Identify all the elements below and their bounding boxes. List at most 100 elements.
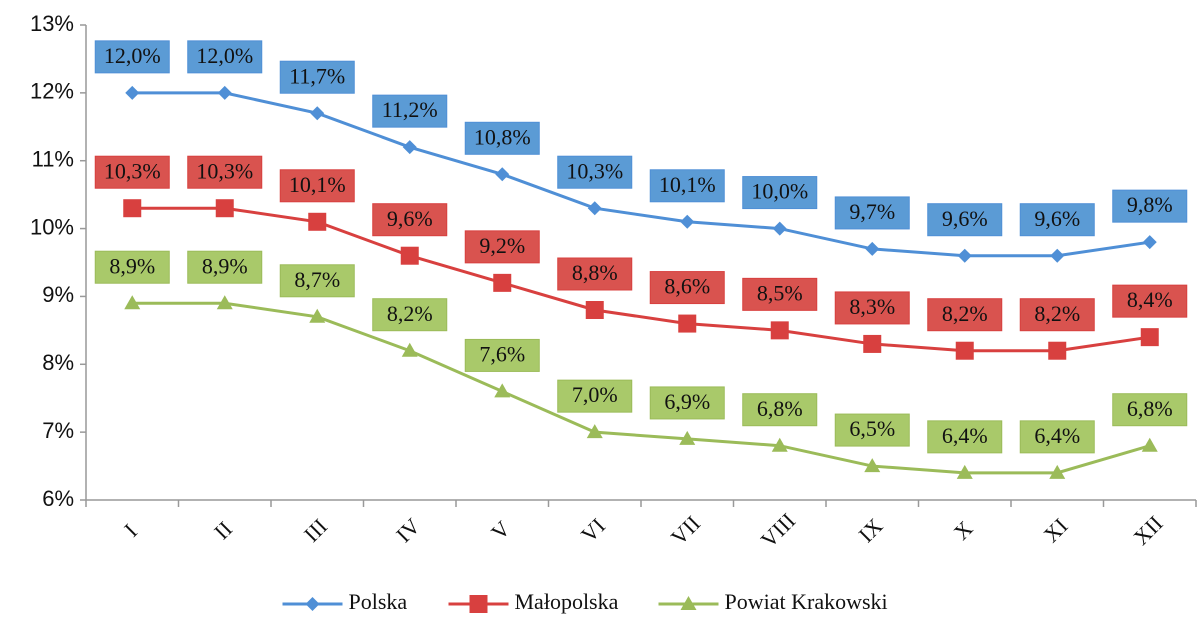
y-tick-label: 8%: [42, 350, 74, 375]
marker: [585, 301, 604, 319]
marker: [493, 273, 512, 292]
value-label-box: [1019, 420, 1095, 454]
value-label: 9,6%: [387, 206, 433, 231]
x-tick-label: VIII: [756, 508, 800, 552]
series-line: [132, 206, 1150, 353]
value-label: 8,2%: [942, 301, 988, 326]
x-tick-label: IX: [853, 513, 887, 547]
value-label: 6,8%: [757, 396, 803, 421]
value-label: 12,0%: [196, 43, 253, 68]
y-tick-label: 13%: [30, 11, 74, 36]
marker: [956, 464, 973, 479]
marker: [308, 212, 327, 231]
x-tick-label: VII: [666, 511, 705, 550]
value-label: 9,2%: [479, 233, 525, 258]
marker: [217, 85, 232, 100]
marker: [1048, 341, 1067, 360]
value-label: 8,2%: [1034, 301, 1080, 326]
value-label: 8,3%: [849, 294, 895, 319]
value-label-box: [1019, 203, 1095, 237]
value-label-box: [187, 155, 263, 189]
marker: [865, 241, 880, 256]
marker: [863, 334, 882, 353]
value-label-box: [372, 203, 448, 237]
marker: [771, 437, 788, 452]
value-label: 8,6%: [664, 274, 710, 299]
marker: [469, 595, 488, 613]
value-label: 11,7%: [289, 63, 345, 88]
marker: [1140, 328, 1159, 347]
marker: [494, 383, 511, 398]
marker: [1050, 248, 1065, 263]
y-tick-label: 6%: [42, 486, 74, 511]
value-label: 7,0%: [572, 382, 618, 407]
y-tick-label: 9%: [42, 282, 74, 307]
value-label: 10,3%: [566, 158, 623, 183]
marker: [216, 295, 233, 310]
value-label-box: [649, 169, 725, 203]
value-label-box: [649, 386, 725, 420]
marker: [772, 221, 787, 236]
value-label-box: [464, 121, 540, 155]
marker: [680, 214, 695, 229]
value-label: 9,8%: [1127, 192, 1173, 217]
value-label: 11,2%: [382, 97, 438, 122]
value-label: 6,9%: [664, 389, 710, 414]
value-label-box: [279, 264, 355, 298]
legend-label: Polska: [349, 589, 408, 614]
value-label-box: [557, 379, 633, 413]
value-label-box: [94, 40, 170, 74]
value-label-box: [94, 250, 170, 284]
value-label-box: [372, 94, 448, 128]
y-tick-label: 10%: [30, 214, 74, 239]
value-label-box: [279, 169, 355, 203]
marker: [309, 308, 326, 323]
value-label-box: [464, 230, 540, 264]
value-label: 8,5%: [757, 280, 803, 305]
marker: [955, 341, 974, 360]
value-label-box: [557, 257, 633, 291]
marker: [402, 140, 417, 155]
value-label-box: [187, 250, 263, 284]
legend-label: Małopolska: [515, 589, 619, 614]
value-label: 6,4%: [1034, 423, 1080, 448]
x-tick-label: III: [299, 514, 332, 547]
value-label: 10,0%: [751, 179, 808, 204]
value-label-box: [187, 40, 263, 74]
value-label: 6,8%: [1127, 396, 1173, 421]
value-label-box: [834, 291, 910, 325]
value-label-box: [927, 420, 1003, 454]
value-label: 10,3%: [196, 158, 253, 183]
marker: [1141, 437, 1158, 452]
value-label: 10,8%: [474, 124, 531, 149]
value-label: 8,9%: [109, 253, 155, 278]
marker: [310, 106, 325, 121]
marker: [305, 597, 320, 611]
marker: [215, 199, 234, 218]
value-label-box: [742, 176, 818, 210]
value-label-box: [279, 60, 355, 94]
value-label: 8,7%: [294, 267, 340, 292]
value-label-box: [742, 393, 818, 427]
value-label-box: [649, 271, 725, 305]
value-label: 10,1%: [289, 172, 346, 197]
value-label: 8,8%: [572, 260, 618, 285]
value-label: 9,7%: [849, 199, 895, 224]
marker: [957, 248, 972, 263]
value-label: 9,6%: [942, 206, 988, 231]
marker: [680, 596, 697, 610]
y-tick-label: 12%: [30, 79, 74, 104]
marker: [400, 246, 419, 265]
marker: [770, 321, 789, 340]
marker: [678, 314, 697, 333]
value-label: 6,4%: [942, 423, 988, 448]
value-label-box: [1112, 393, 1188, 427]
value-label-box: [927, 203, 1003, 237]
series-line: [132, 301, 1151, 475]
value-label-box: [742, 277, 818, 311]
value-label-box: [1112, 189, 1188, 223]
value-label: 8,2%: [387, 301, 433, 326]
value-label-box: [834, 413, 910, 447]
value-label-box: [557, 155, 633, 189]
